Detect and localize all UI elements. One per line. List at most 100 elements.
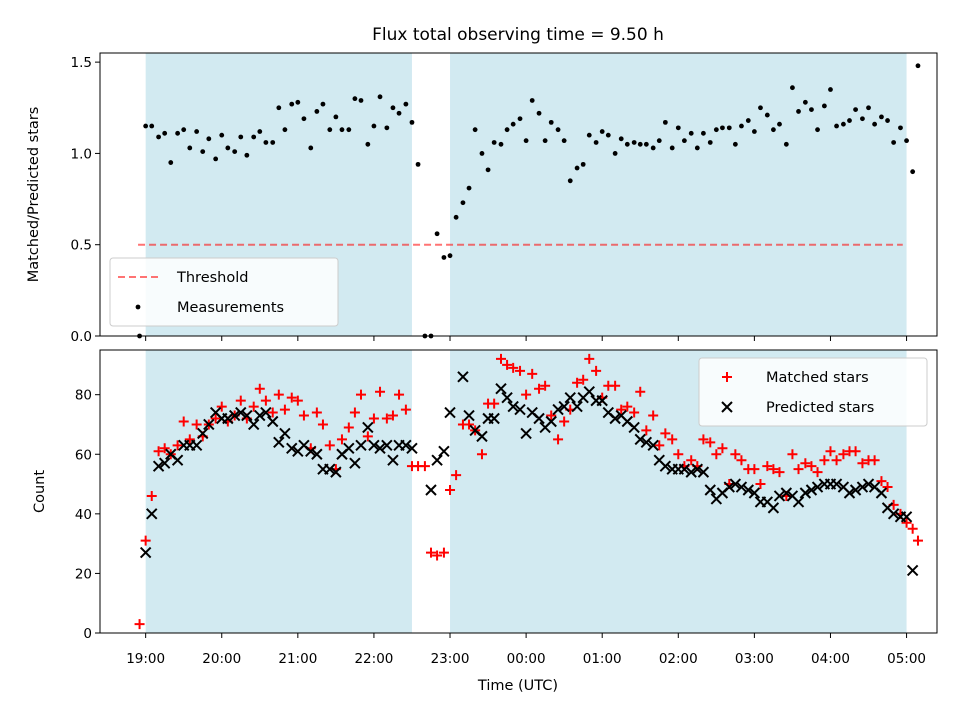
measurements-point (498, 141, 504, 147)
predicted-stars-point (558, 400, 570, 413)
predicted-stars-point (900, 511, 913, 523)
measurements-point (409, 119, 415, 125)
predicted-stars-point (843, 487, 856, 499)
measurements-point (175, 130, 181, 136)
matched-stars-point (349, 407, 360, 418)
measurements-point (536, 110, 542, 116)
matched-stars-point (698, 434, 709, 445)
measurements-point (580, 161, 586, 167)
matched-stars-point (419, 461, 430, 472)
matched-stars-point (578, 374, 589, 385)
measurements-point (910, 169, 916, 175)
matched-stars-point (368, 413, 379, 424)
predicted-stars-point (203, 418, 215, 431)
predicted-stars-point (324, 463, 336, 475)
top-y-axis-label: Matched/Predicted stars (26, 107, 42, 283)
bottom-y-tick-label: 0 (83, 626, 92, 642)
predicted-stars-point (691, 463, 704, 475)
measurements-point (745, 118, 751, 123)
x-tick-label: 21:00 (278, 651, 317, 667)
measurements-point (289, 101, 295, 107)
x-tick-label: 20:00 (202, 651, 241, 667)
measurements-point (282, 127, 288, 133)
predicted-stars-point (457, 371, 469, 383)
matched-stars-point (654, 440, 665, 451)
measurements-point (809, 107, 814, 112)
measurements-point (187, 145, 193, 151)
predicted-stars-point (400, 439, 412, 452)
matched-stars-point (343, 422, 354, 433)
bottom-y-tick-label: 40 (75, 507, 92, 523)
matched-stars-point (515, 365, 526, 376)
predicted-stars-point (488, 412, 500, 425)
matched-stars-point (172, 440, 183, 451)
predicted-stars-point (305, 445, 317, 457)
measurements-point (561, 138, 567, 144)
matched-stars-point (153, 446, 164, 457)
measurements-point (739, 123, 744, 129)
matched-stars-point (235, 395, 246, 406)
predicted-stars-point (330, 466, 342, 478)
measurements-point (643, 141, 649, 147)
matched-stars-point (336, 434, 347, 445)
predicted-stars-point (241, 409, 253, 422)
matched-stars-point (736, 455, 747, 466)
measurements-point (771, 127, 776, 133)
measurements-point (339, 127, 345, 133)
measurements-point (650, 145, 656, 151)
matched-stars-point (559, 416, 570, 427)
matched-stars-point (793, 464, 804, 475)
x-tick-label: 00:00 (507, 651, 546, 667)
measurements-point (390, 105, 396, 111)
measurements-point (396, 110, 402, 116)
measurements-point (181, 127, 187, 133)
matched-stars-point (667, 434, 678, 445)
matched-stars-point (292, 395, 303, 406)
measurements-point (485, 167, 491, 173)
measurements-point (904, 138, 909, 144)
measurements-point (346, 127, 352, 133)
measurements-point (777, 121, 782, 127)
measurements-point (491, 140, 497, 145)
predicted-stars-point (146, 508, 158, 520)
predicted-stars-point (729, 478, 742, 490)
predicted-stars-point (355, 439, 367, 452)
matched-stars-point (400, 404, 411, 415)
predicted-stars-point (533, 412, 545, 425)
measurements-point (688, 130, 694, 136)
predicted-stars-point (368, 439, 380, 452)
legend-matched-stars-label: Matched stars (766, 370, 869, 386)
matched-stars-point (375, 386, 386, 397)
predicted-stars-point (279, 427, 291, 440)
measurements-point (720, 125, 725, 131)
measurements-point (828, 87, 833, 92)
measurements-point (466, 185, 472, 191)
measurements-point (662, 119, 668, 125)
measurements-point (371, 123, 377, 129)
predicted-stars-point (906, 564, 919, 577)
matched-stars-point (540, 380, 551, 391)
measurements-point (263, 140, 269, 145)
matched-stars-point (629, 407, 640, 418)
matched-stars-point (546, 410, 557, 421)
matched-stars-point (254, 383, 265, 394)
matched-stars-point (476, 449, 487, 460)
measurements-point (168, 160, 174, 165)
legend-measurements-label: Measurements (177, 300, 284, 316)
measurements-point (574, 165, 580, 171)
predicted-stars-point (501, 391, 513, 404)
measurements-point (352, 96, 358, 102)
matched-stars-point (362, 431, 373, 442)
measurements-point (586, 132, 592, 138)
measurements-point (866, 105, 871, 111)
measurements-point (726, 125, 732, 131)
matched-stars-point (286, 392, 297, 403)
legend-threshold-label: Threshold (176, 270, 248, 286)
matched-stars-point (216, 401, 227, 412)
matched-stars-point (800, 458, 811, 469)
matched-stars-point (755, 479, 766, 490)
top-axes-frame (99, 52, 938, 337)
predicted-stars-point (564, 391, 576, 404)
matched-stars-point (825, 446, 836, 457)
legend-predicted-stars-swatch (721, 401, 733, 413)
